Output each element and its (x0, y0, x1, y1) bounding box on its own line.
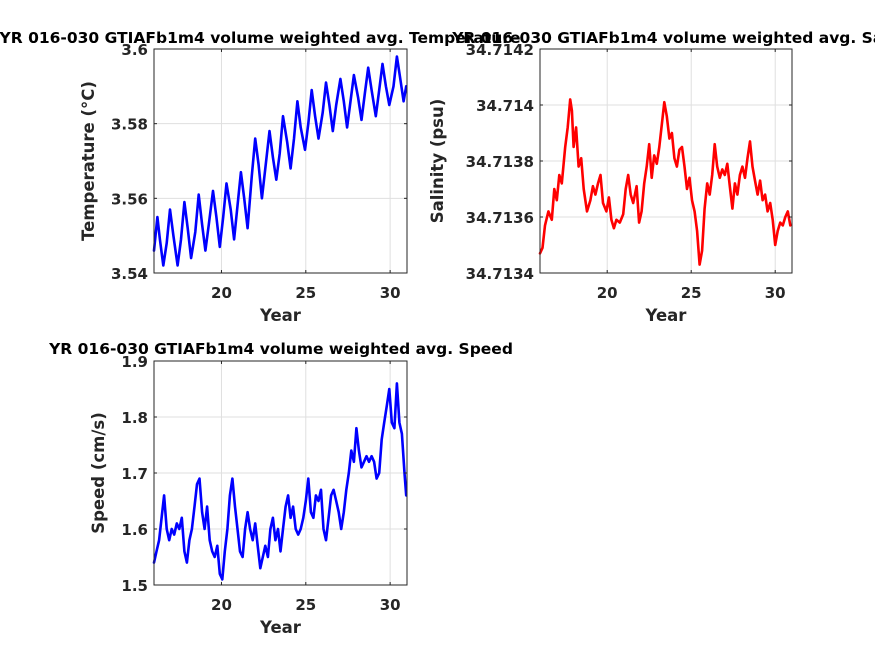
temperature-series-line (152, 55, 408, 267)
speed-xtick-label: 20 (211, 596, 232, 614)
temperature-ytick-label: 3.6 (121, 41, 148, 59)
salinity-ytick-label: 34.714 (476, 97, 534, 115)
speed-xtick-label: 30 (380, 596, 401, 614)
speed-ytick-label: 1.8 (121, 409, 148, 427)
temperature-title: YR 016-030 GTIAFb1m4 volume weighted avg… (0, 29, 520, 47)
salinity-ytick-label: 34.7134 (466, 265, 534, 283)
temperature-ytick-label: 3.58 (111, 116, 148, 134)
salinity-ytick-label: 34.7142 (466, 41, 534, 59)
speed-series-line (152, 382, 408, 581)
speed-xtick-label: 25 (295, 596, 316, 614)
temperature-axes-frame (153, 48, 408, 274)
speed-ytick-label: 1.5 (121, 577, 148, 595)
temperature-xlabel: Year (259, 306, 302, 325)
temperature-panel: 20 25 30 3.54 3.56 3.58 3.6 Year Temperature (°C… (79, 41, 408, 325)
temperature-ylabel: Temperature (°C) (79, 81, 98, 241)
speed-ytick-label: 1.7 (121, 465, 148, 483)
temperature-plot-area (154, 49, 407, 273)
salinity-xtick-label: 30 (765, 284, 786, 302)
speed-ytick-label: 1.6 (121, 521, 148, 539)
speed-xlabel: Year (259, 618, 302, 637)
temperature-xtick-label: 25 (295, 284, 316, 302)
salinity-title: YR 016-030 GTIAFb1m4 volume weighted avg… (451, 29, 875, 47)
temperature-xtick-label: 30 (380, 284, 401, 302)
salinity-xtick-label: 20 (597, 284, 618, 302)
speed-panel: 20 25 30 1.5 1.6 1.7 1.8 1.9 Year Speed (cm/s) (89, 353, 408, 637)
salinity-xlabel: Year (645, 306, 688, 325)
speed-ytick-label: 1.9 (121, 353, 148, 371)
speed-ylabel: Speed (cm/s) (89, 412, 108, 534)
temperature-ytick-label: 3.54 (111, 265, 148, 283)
temperature-xtick-label: 20 (211, 284, 232, 302)
salinity-series-line (538, 98, 792, 266)
salinity-ylabel: Salinity (psu) (428, 99, 447, 224)
temperature-ytick-label: 3.56 (111, 190, 148, 208)
speed-title: YR 016-030 GTIAFb1m4 volume weighted avg… (48, 340, 513, 358)
salinity-panel: 20 25 30 34.7134 34.7136 34.7138 34.714 34.7142… (428, 41, 793, 325)
salinity-ytick-label: 34.7136 (466, 209, 534, 227)
salinity-xtick-label: 25 (681, 284, 702, 302)
salinity-ytick-label: 34.7138 (466, 153, 534, 171)
